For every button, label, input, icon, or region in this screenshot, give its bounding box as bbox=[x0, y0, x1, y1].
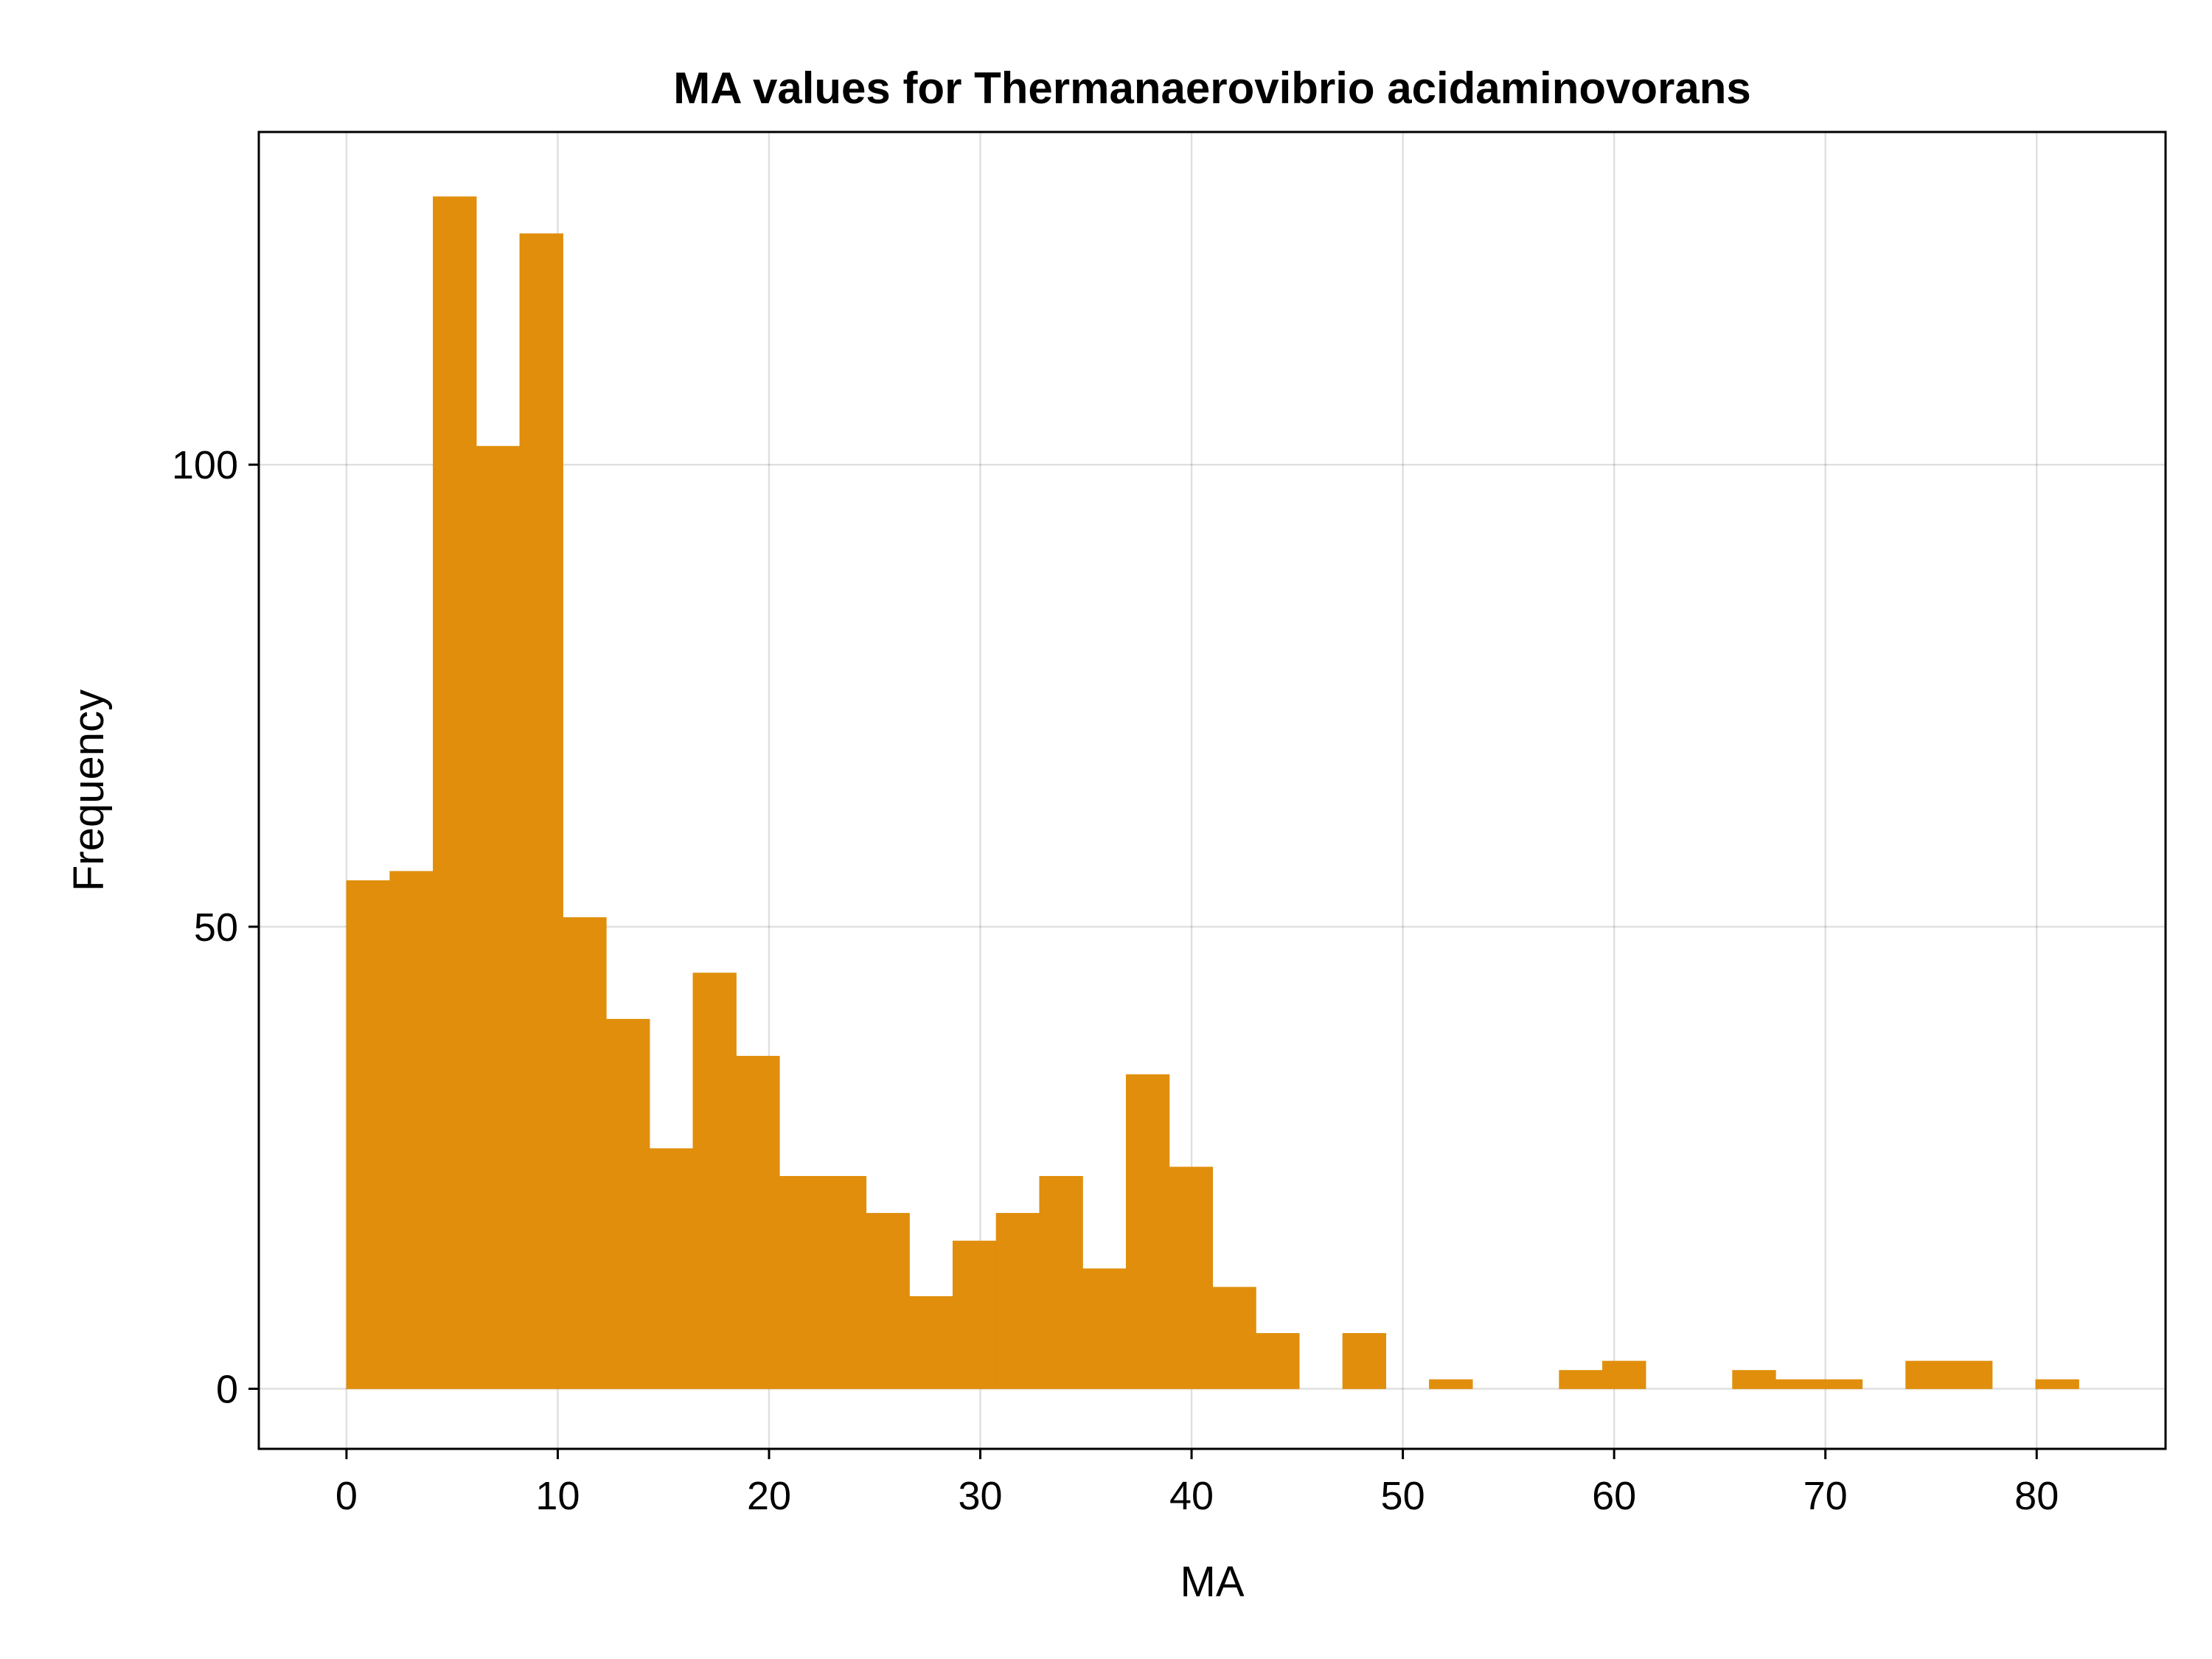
x-tick-label: 10 bbox=[535, 1474, 580, 1518]
histogram-bar bbox=[433, 196, 477, 1389]
histogram-bars bbox=[346, 196, 2079, 1389]
histogram-bar bbox=[1559, 1370, 1603, 1389]
x-tick-label: 0 bbox=[335, 1474, 358, 1518]
histogram-bar bbox=[1082, 1268, 1127, 1389]
histogram-bar bbox=[2035, 1379, 2079, 1389]
x-tick-label: 50 bbox=[1381, 1474, 1425, 1518]
plot-frame bbox=[257, 131, 2167, 1450]
chart-title: MA values for Thermanaerovibrio acidamin… bbox=[673, 63, 1751, 113]
histogram-bar bbox=[952, 1240, 997, 1389]
x-tick-label: 40 bbox=[1169, 1474, 1214, 1518]
histogram-bar bbox=[1212, 1287, 1256, 1389]
x-tick-label: 80 bbox=[2014, 1474, 2059, 1518]
histogram-bar bbox=[1602, 1360, 1646, 1389]
y-tick-label: 50 bbox=[194, 905, 238, 950]
x-tick-label: 60 bbox=[1592, 1474, 1636, 1518]
x-tick-label: 30 bbox=[958, 1474, 1002, 1518]
histogram-bar bbox=[649, 1148, 694, 1389]
histogram-bar bbox=[822, 1175, 867, 1389]
histogram-bar bbox=[866, 1213, 910, 1389]
histogram-bar bbox=[1125, 1074, 1170, 1389]
histogram-bar bbox=[476, 445, 521, 1389]
histogram-bar bbox=[1342, 1333, 1386, 1389]
y-tick-label: 100 bbox=[172, 443, 238, 487]
histogram-bar bbox=[563, 917, 607, 1389]
histogram-bar bbox=[606, 1018, 650, 1389]
y-axis-ticks: 0 50 100 bbox=[172, 443, 259, 1412]
x-tick-label: 20 bbox=[747, 1474, 791, 1518]
histogram-bar bbox=[692, 973, 737, 1389]
histogram-bar bbox=[1948, 1360, 1993, 1389]
histogram-bar bbox=[1039, 1175, 1083, 1389]
histogram-bar bbox=[1256, 1333, 1300, 1389]
histogram-bar bbox=[736, 1056, 780, 1389]
histogram-bar bbox=[1169, 1166, 1214, 1389]
x-axis-label: MA bbox=[1180, 1558, 1245, 1606]
histogram-bar bbox=[346, 880, 390, 1389]
x-axis-ticks: 0 10 20 30 40 50 60 70 80 bbox=[335, 1449, 2059, 1518]
y-tick-label: 0 bbox=[216, 1368, 238, 1412]
histogram-bar bbox=[389, 871, 434, 1389]
histogram-bar bbox=[909, 1295, 953, 1389]
x-tick-label: 70 bbox=[1804, 1474, 1848, 1518]
histogram-bar bbox=[519, 233, 563, 1389]
histogram-bar bbox=[1775, 1379, 1820, 1389]
histogram-bar bbox=[995, 1213, 1040, 1389]
histogram-bar bbox=[779, 1175, 824, 1389]
histogram-bar bbox=[1905, 1360, 1950, 1389]
histogram-bar bbox=[1818, 1379, 1863, 1389]
histogram-bar bbox=[1429, 1379, 1473, 1389]
histogram-bar bbox=[1732, 1370, 1776, 1389]
y-axis-label: Frequency bbox=[65, 689, 113, 891]
